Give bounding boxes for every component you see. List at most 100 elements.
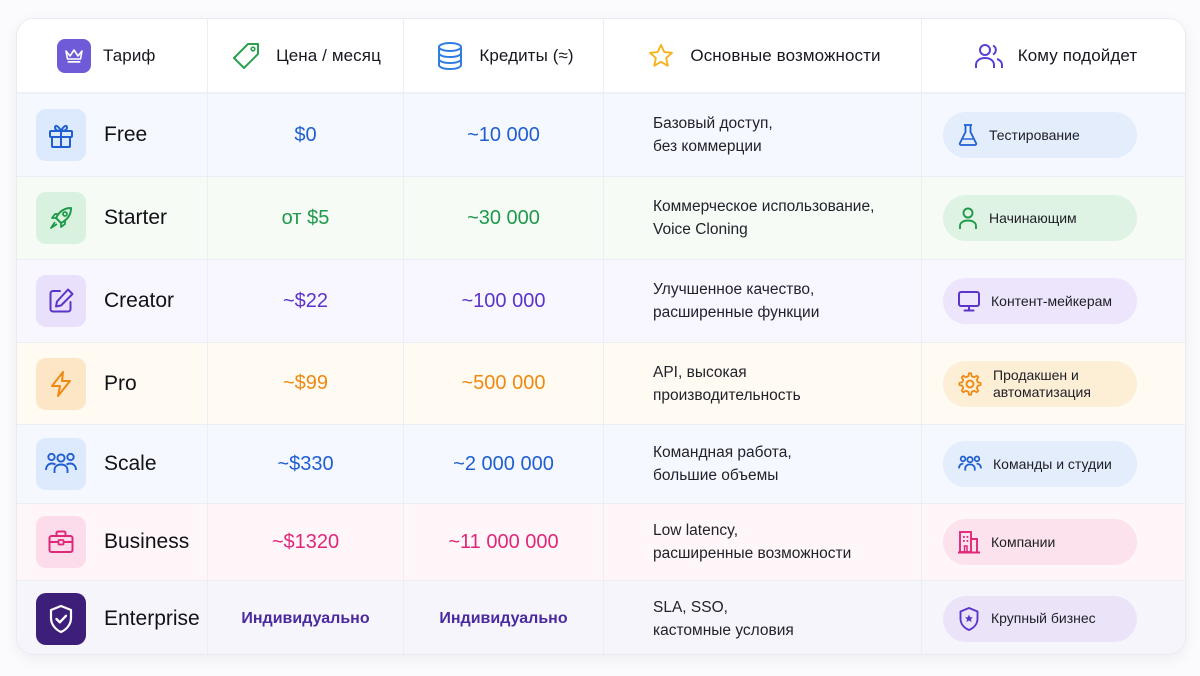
plan-name: Pro	[104, 371, 137, 395]
crown-icon	[57, 38, 91, 73]
table-row-creator: Creator ~$22 ~100 000 Улучшенное качеств…	[17, 260, 1185, 343]
plan-name: Scale	[104, 452, 157, 475]
features-text: API, высокая производительность	[653, 363, 801, 404]
edit-icon	[36, 275, 86, 327]
features-cell: SLA, SSO, кастомные условия	[604, 581, 922, 654]
credits-cell: Индивидуально	[404, 581, 604, 654]
audience-label: Продакшен и автоматизация	[993, 366, 1091, 400]
header-features: Основные возможности	[604, 19, 922, 92]
audience-cell: Крупный бизнес	[922, 581, 1185, 654]
plan-cell: Scale	[17, 425, 208, 503]
header-audience: Кому подойдет	[922, 19, 1185, 92]
audience-label: Начинающим	[989, 209, 1077, 226]
audience-badge: Продакшен и автоматизация	[943, 360, 1137, 407]
features-cell: Улучшенное качество, расширенные функции	[604, 260, 922, 342]
plan-cell: Creator	[17, 260, 208, 342]
credits-cell: ~10 000	[404, 94, 604, 176]
briefcase-icon	[36, 516, 86, 568]
price-tag-icon	[230, 39, 264, 73]
plan-name: Free	[104, 123, 148, 146]
audience-cell: Контент-мейкерам	[922, 260, 1185, 342]
header-price: Цена / месяц	[208, 19, 404, 92]
credits-value: ~500 000	[461, 372, 546, 394]
features-text: Командная работа, большие объемы	[653, 444, 792, 484]
building-icon	[957, 529, 981, 555]
price-value: от $5	[281, 206, 330, 229]
price-cell: $0	[208, 94, 404, 176]
audience-badge: Компании	[943, 519, 1137, 565]
features-text: Улучшенное качество, расширенные функции	[653, 281, 820, 321]
price-value: Индивидуально	[241, 609, 370, 627]
price-cell: ~$330	[208, 425, 404, 503]
audience-label: Тестирование	[989, 126, 1080, 143]
audience-badge: Тестирование	[943, 112, 1137, 158]
credits-value: Индивидуально	[439, 609, 568, 627]
star-icon	[644, 39, 678, 73]
header-label: Кредиты (≈)	[479, 45, 574, 65]
features-text: Коммерческое использование, Voice Cloning	[653, 198, 875, 238]
plan-name: Creator	[104, 289, 175, 312]
price-cell: ~$1320	[208, 504, 404, 580]
audience-cell: Компании	[922, 504, 1185, 580]
table-row-starter: Starter от $5 ~30 000 Коммерческое испол…	[17, 177, 1185, 260]
gear-icon	[957, 371, 983, 397]
price-value: ~$330	[277, 452, 334, 475]
plan-cell: Pro	[17, 343, 208, 424]
credits-value: ~11 000 000	[448, 530, 559, 553]
team-icon	[36, 438, 86, 490]
header-label: Кому подойдет	[1017, 45, 1138, 65]
audience-cell: Команды и студии	[922, 425, 1185, 503]
users-icon	[972, 39, 1006, 73]
shield-star-icon	[957, 606, 981, 632]
audience-badge: Команды и студии	[943, 441, 1137, 487]
features-cell: Low latency, расширенные возможности	[604, 504, 922, 580]
audience-cell: Тестирование	[922, 94, 1185, 176]
plan-cell: Starter	[17, 177, 208, 259]
features-cell: Коммерческое использование, Voice Cloning	[604, 177, 922, 259]
credits-value: ~100 000	[461, 289, 546, 312]
price-cell: ~$99	[208, 343, 404, 424]
price-cell: ~$22	[208, 260, 404, 342]
table-row-scale: Scale ~$330 ~2 000 000 Командная работа,…	[17, 425, 1185, 504]
plan-cell: Free	[17, 94, 208, 176]
flask-icon	[957, 123, 979, 147]
price-cell: Индивидуально	[208, 581, 404, 654]
gift-icon	[36, 109, 86, 161]
audience-cell: Начинающим	[922, 177, 1185, 259]
audience-label: Команды и студии	[993, 455, 1112, 472]
table-row-enterprise: Enterprise Индивидуально Индивидуально S…	[17, 581, 1185, 654]
price-value: ~$22	[282, 289, 329, 312]
database-icon	[433, 39, 467, 73]
header-label: Тариф	[103, 45, 156, 65]
header-plan: Тариф	[17, 19, 208, 92]
price-value: $0	[294, 123, 317, 146]
pricing-table: Тариф Цена / месяц Кредиты (≈) Основные …	[16, 18, 1186, 655]
rocket-icon	[36, 192, 86, 244]
table-row-pro: Pro ~$99 ~500 000 API, высокая производит…	[17, 343, 1185, 425]
price-cell: от $5	[208, 177, 404, 259]
features-cell: API, высокая производительность	[604, 343, 922, 424]
plan-name: Starter	[104, 206, 168, 229]
header-credits: Кредиты (≈)	[404, 19, 604, 92]
features-text: Базовый доступ, без коммерции	[653, 115, 773, 155]
shield-check-icon	[36, 592, 86, 645]
credits-cell: ~2 000 000	[404, 425, 604, 503]
credits-cell: ~30 000	[404, 177, 604, 259]
features-text: Low latency, расширенные возможности	[653, 522, 852, 562]
team-icon	[957, 453, 983, 475]
audience-badge: Начинающим	[943, 195, 1137, 241]
price-value: ~$1320	[271, 530, 340, 553]
lightning-icon	[36, 357, 86, 410]
table-row-business: Business ~$1320 ~11 000 000 Low latency,…	[17, 504, 1185, 581]
audience-badge: Контент-мейкерам	[943, 278, 1137, 324]
audience-cell: Продакшен и автоматизация	[922, 343, 1185, 424]
features-text: SLA, SSO, кастомные условия	[653, 598, 794, 639]
features-cell: Базовый доступ, без коммерции	[604, 94, 922, 176]
audience-label: Контент-мейкерам	[991, 292, 1113, 309]
audience-label: Крупный бизнес	[991, 610, 1096, 626]
credits-cell: ~11 000 000	[404, 504, 604, 580]
audience-label: Компании	[991, 533, 1056, 550]
header-label: Цена / месяц	[276, 45, 381, 65]
price-value: ~$99	[282, 372, 329, 394]
header-label: Основные возможности	[690, 45, 881, 65]
